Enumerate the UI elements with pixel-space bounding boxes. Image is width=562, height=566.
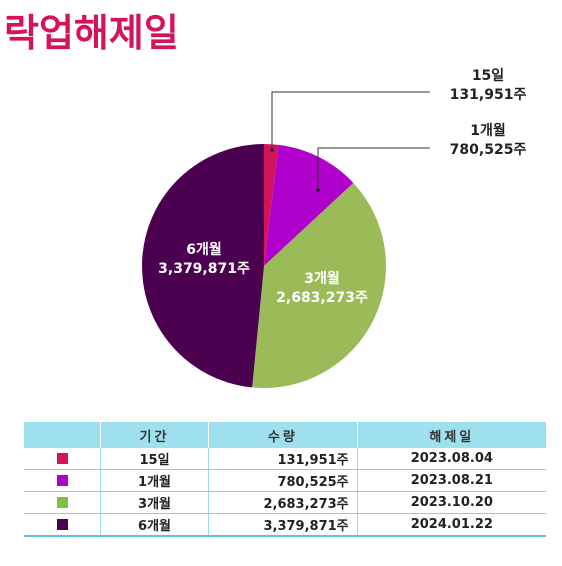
header-swatch xyxy=(24,422,101,448)
table-row: 3개월 2,683,273주 2023.10.20 xyxy=(24,491,546,514)
row-quantity: 780,525주 xyxy=(208,469,358,492)
table-header-row: 기간 수량 해제일 xyxy=(24,422,546,448)
row-release-date: 2023.08.21 xyxy=(356,469,546,492)
color-swatch xyxy=(56,519,68,530)
pie-chart: 15일 131,951주 1개월 780,525주 3개월 2,683,273주 6개월 3,… xyxy=(141,68,527,389)
slice-value-label: 2,683,273주 xyxy=(276,290,368,306)
slice-3-months xyxy=(252,182,386,389)
slice-6-months xyxy=(141,144,264,388)
leader-line xyxy=(317,147,430,190)
lockup-table: 기간 수량 해제일 15일 131,951주 2023.08.04 1개월 78… xyxy=(24,422,546,537)
row-quantity: 2,683,273주 xyxy=(208,491,358,514)
row-swatch-cell xyxy=(24,491,101,514)
table-row: 1개월 780,525주 2023.08.21 xyxy=(24,469,546,492)
row-swatch-cell xyxy=(24,469,101,492)
slice-value-label: 3,379,871주 xyxy=(158,261,250,277)
color-swatch xyxy=(56,453,68,464)
slice-label: 15일 xyxy=(472,68,504,84)
slice-1-month xyxy=(264,144,354,266)
color-swatch xyxy=(56,497,68,508)
slice-value-label: 780,525주 xyxy=(450,142,527,158)
header-release-date: 해제일 xyxy=(356,422,546,448)
row-swatch-cell xyxy=(24,513,101,537)
row-quantity: 3,379,871주 xyxy=(208,513,358,537)
row-swatch-cell xyxy=(24,448,101,470)
row-period: 3개월 xyxy=(99,491,209,514)
slice-label: 3개월 xyxy=(304,270,340,287)
header-quantity: 수량 xyxy=(208,422,358,448)
leader-dot xyxy=(270,148,274,152)
row-release-date: 2024.01.22 xyxy=(356,513,546,537)
row-release-date: 2023.08.04 xyxy=(356,448,546,470)
color-swatch xyxy=(56,475,68,486)
header-period: 기간 xyxy=(99,422,209,448)
slice-15-days xyxy=(264,144,279,266)
row-quantity: 131,951주 xyxy=(208,448,358,470)
row-period: 1개월 xyxy=(99,469,209,492)
slice-label: 6개월 xyxy=(186,241,222,258)
leader-line xyxy=(271,91,430,150)
row-period: 15일 xyxy=(99,448,209,470)
row-period: 6개월 xyxy=(99,513,209,537)
row-release-date: 2023.10.20 xyxy=(356,491,546,514)
slice-label: 1개월 xyxy=(470,122,506,139)
slice-value-label: 131,951주 xyxy=(450,87,527,103)
table-row: 15일 131,951주 2023.08.04 xyxy=(24,448,546,470)
table-row: 6개월 3,379,871주 2024.01.22 xyxy=(24,513,546,537)
leader-dot xyxy=(316,188,320,192)
chart-title: 락업해제일 xyxy=(4,11,179,55)
